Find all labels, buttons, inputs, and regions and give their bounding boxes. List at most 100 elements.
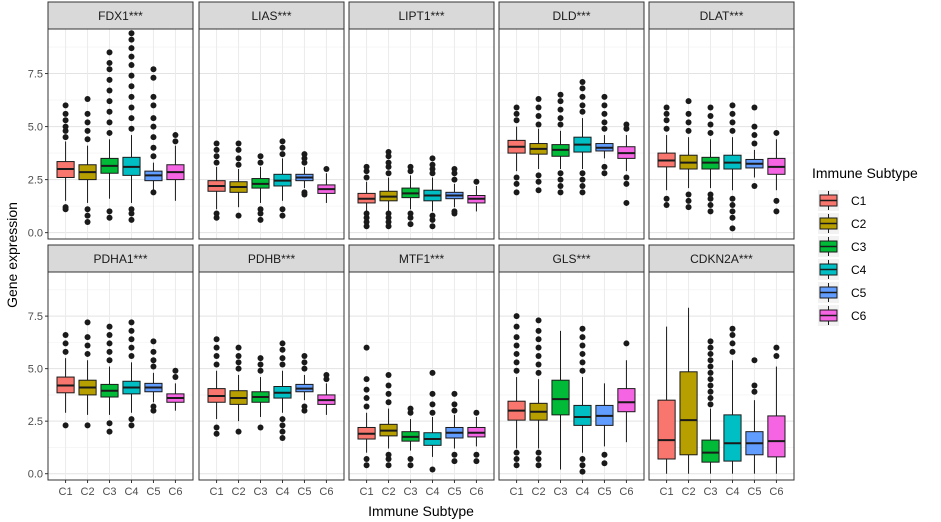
outlier-point xyxy=(279,434,286,441)
facet-strip-label: PDHA1*** xyxy=(93,252,147,266)
outlier-point xyxy=(84,110,91,117)
outlier-point xyxy=(84,119,91,126)
outlier-point xyxy=(773,353,780,360)
outlier-point xyxy=(579,182,586,189)
outlier-point xyxy=(385,451,392,458)
outlier-point xyxy=(663,104,670,111)
y-tick-label: 5.0 xyxy=(28,364,43,376)
box-C4 xyxy=(723,325,742,474)
outlier-point xyxy=(473,409,480,416)
outlier-point xyxy=(257,424,264,431)
outlier-point xyxy=(385,371,392,378)
outlier-point xyxy=(451,407,458,414)
outlier-point xyxy=(429,161,436,168)
outlier-point xyxy=(623,199,630,206)
outlier-point xyxy=(429,409,436,416)
outlier-point xyxy=(84,319,91,326)
y-axis-title: Gene expression xyxy=(4,202,20,308)
panel-background xyxy=(48,272,193,480)
outlier-point xyxy=(172,138,179,145)
box-C4 xyxy=(573,325,592,475)
outlier-point xyxy=(751,357,758,364)
outlier-point xyxy=(385,149,392,156)
outlier-point xyxy=(729,340,736,347)
outlier-point xyxy=(385,210,392,217)
outlier-point xyxy=(106,208,113,215)
outlier-point xyxy=(279,144,286,151)
outlier-point xyxy=(363,223,370,230)
box-C4 xyxy=(573,79,592,196)
box-body xyxy=(551,379,570,416)
outlier-point xyxy=(579,189,586,196)
box-C1 xyxy=(207,140,226,221)
outlier-point xyxy=(235,155,242,162)
outlier-point xyxy=(535,104,542,111)
y-tick-label: 0.0 xyxy=(28,469,43,481)
outlier-point xyxy=(106,323,113,330)
outlier-point xyxy=(257,210,264,217)
outlier-point xyxy=(385,214,392,221)
outlier-point xyxy=(535,187,542,194)
outlier-point xyxy=(513,189,520,196)
outlier-point xyxy=(685,110,692,117)
outlier-point xyxy=(301,365,308,372)
outlier-point xyxy=(513,342,520,349)
outlier-point xyxy=(729,110,736,117)
outlier-point xyxy=(451,208,458,215)
x-tick-label: C3 xyxy=(403,486,417,498)
outlier-point xyxy=(150,338,157,345)
legend-title: Immune Subtype xyxy=(812,165,918,181)
legend-item-C1: C1 xyxy=(818,190,867,211)
outlier-point xyxy=(150,153,157,160)
outlier-point xyxy=(106,340,113,347)
box-C2 xyxy=(229,140,248,219)
panel-border xyxy=(498,271,645,481)
outlier-point xyxy=(235,146,242,153)
outlier-point xyxy=(150,407,157,414)
outlier-point xyxy=(172,367,179,374)
outlier-point xyxy=(407,168,414,175)
outlier-point xyxy=(707,129,714,136)
outlier-point xyxy=(451,390,458,397)
legend-item-C2: C2 xyxy=(818,213,867,234)
x-axis-title: Immune Subtype xyxy=(368,503,474,519)
outlier-point xyxy=(535,121,542,128)
outlier-point xyxy=(557,98,564,105)
y-tick-label: 2.5 xyxy=(28,175,43,187)
facet-panel-1: FDX1*** 0.0 2.5 5.0 7.5 xyxy=(28,1,194,240)
outlier-point xyxy=(429,223,436,230)
outlier-point xyxy=(62,204,69,211)
legend-label: C1 xyxy=(851,194,867,208)
outlier-point xyxy=(513,359,520,366)
x-tick-label: C6 xyxy=(619,486,633,498)
outlier-point xyxy=(707,195,714,202)
outlier-point xyxy=(623,174,630,181)
outlier-point xyxy=(213,424,220,431)
x-tick-label: C6 xyxy=(769,486,783,498)
outlier-point xyxy=(385,455,392,462)
outlier-point xyxy=(213,214,220,221)
box-C6 xyxy=(317,371,336,415)
outlier-point xyxy=(513,462,520,469)
outlier-point xyxy=(301,407,308,414)
box-C5 xyxy=(295,353,314,414)
outlier-point xyxy=(62,348,69,355)
outlier-point xyxy=(279,151,286,158)
box-C6 xyxy=(617,340,636,443)
outlier-point xyxy=(407,409,414,416)
outlier-point xyxy=(601,460,608,467)
outlier-point xyxy=(279,355,286,362)
outlier-point xyxy=(128,115,135,122)
outlier-point xyxy=(685,98,692,105)
outlier-point xyxy=(473,178,480,185)
outlier-point xyxy=(301,359,308,366)
y-tick-label: 7.5 xyxy=(28,311,43,323)
outlier-point xyxy=(301,151,308,158)
outlier-point xyxy=(513,104,520,111)
box-C6 xyxy=(166,367,185,411)
outlier-point xyxy=(579,359,586,366)
outlier-point xyxy=(128,336,135,343)
outlier-point xyxy=(513,174,520,181)
outlier-point xyxy=(407,210,414,217)
outlier-point xyxy=(579,462,586,469)
